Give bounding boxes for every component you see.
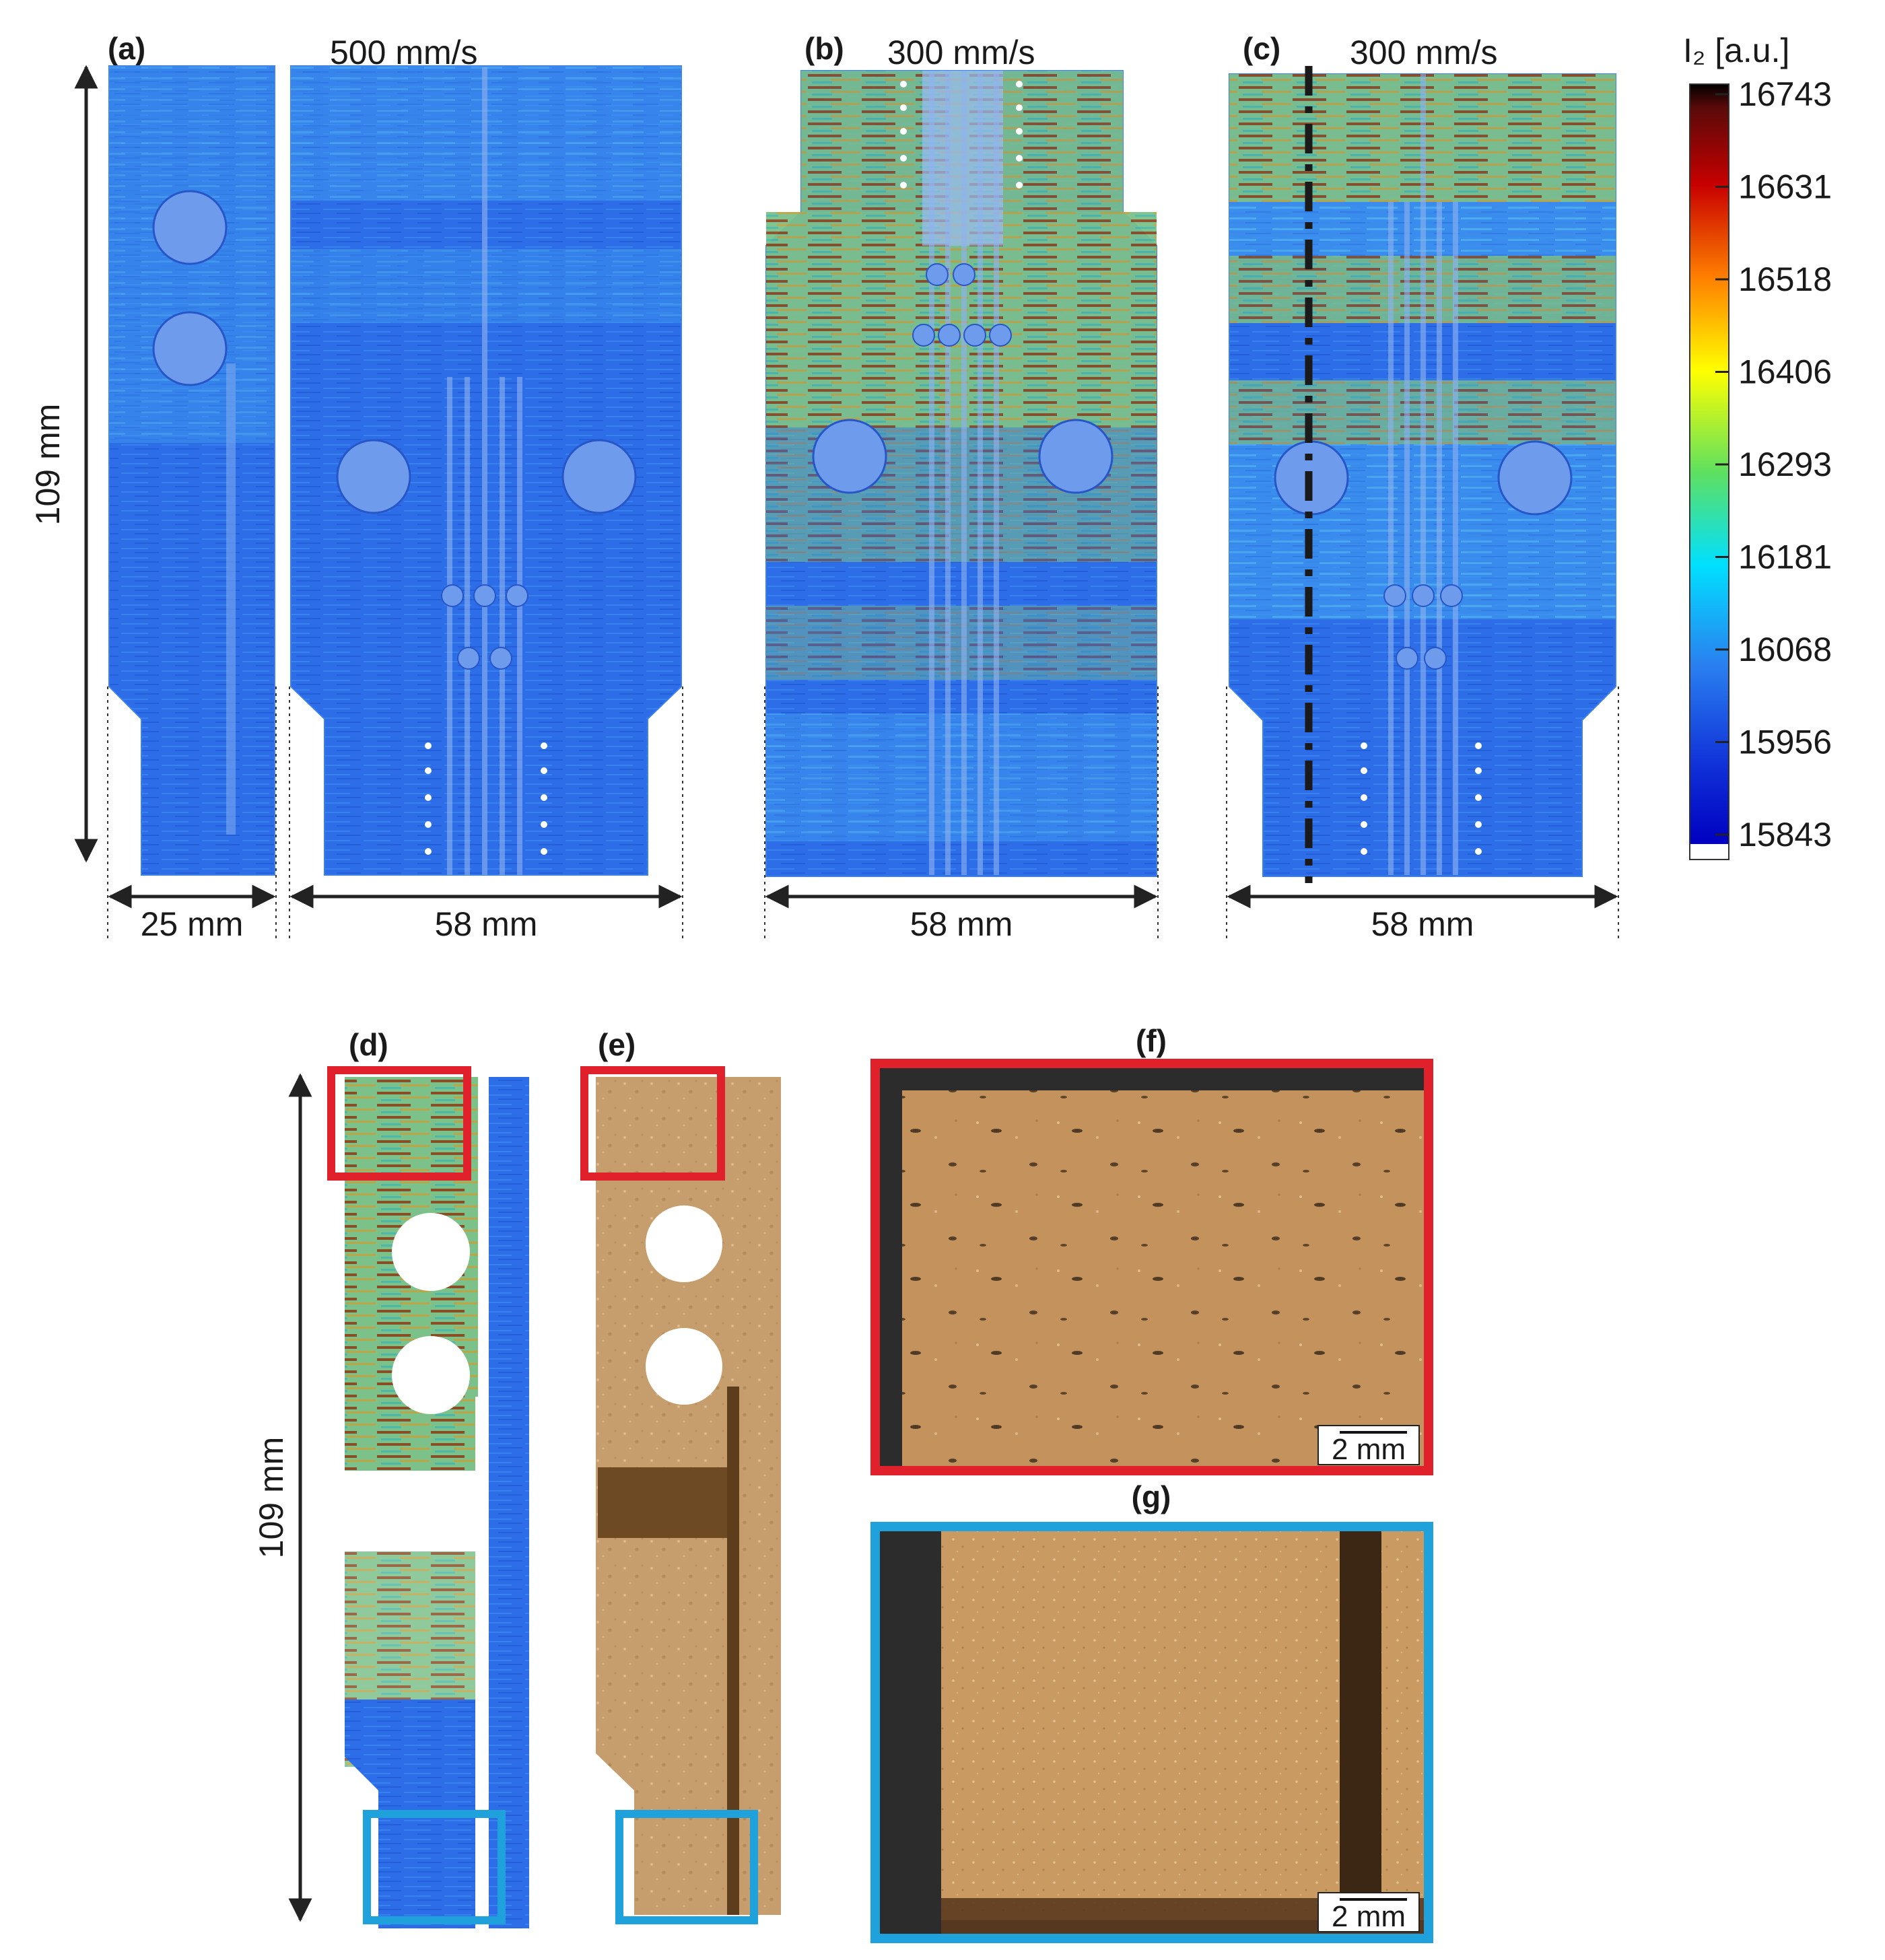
dim-a-small: 25 mm: [141, 905, 244, 943]
hole-a4: [561, 439, 637, 514]
dim-a-large: 58 mm: [435, 905, 538, 943]
highlight-frame-g: [870, 1522, 1433, 1943]
dots-c: [1361, 742, 1482, 855]
panel-a: (a) 500 mm/s 109 mm: [29, 31, 683, 943]
small-holes-b: [912, 263, 1012, 347]
panel-e-label: (e): [598, 1027, 636, 1062]
channels-a: [447, 67, 522, 875]
hole-a2: [152, 311, 228, 386]
colorbar-tick-label: 16406: [1738, 353, 1832, 391]
hole-a3: [336, 439, 411, 514]
dim-height-top: 109 mm: [29, 404, 67, 526]
hole-d1: [392, 1213, 470, 1291]
panel-d: (d) 109 mm: [252, 1027, 529, 1928]
hole-e2: [646, 1328, 722, 1405]
colorbar-ticks: 16743 16631 16518 16406 16293 16181 16068 15956…: [1715, 75, 1832, 853]
groove-e: [727, 1387, 739, 1915]
panel-c-speed: 300 mm/s: [1350, 34, 1498, 71]
panel-g: (g) 2 mm: [870, 1479, 1433, 1943]
dim-c: 58 mm: [1371, 905, 1474, 943]
panel-b: (b) 300 mm/s 58 mm: [764, 31, 1159, 943]
small-holes-a: [441, 584, 528, 670]
panel-b-speed: 300 mm/s: [887, 34, 1035, 71]
panel-f: (f) 2 mm: [870, 1023, 1433, 1475]
panel-e: (e): [580, 1027, 781, 1924]
colorbar-tick-label: 16293: [1738, 446, 1832, 483]
colorbar-title: I₂ [a.u.]: [1683, 32, 1789, 69]
hole-b2: [1038, 419, 1113, 494]
highlight-box-d-bottom: [363, 1810, 506, 1924]
colorbar-tick-label: 15956: [1738, 724, 1832, 761]
dim-b: 58 mm: [910, 905, 1013, 943]
hole-c2: [1497, 440, 1573, 516]
colorbar-tick-label: 16631: [1738, 168, 1832, 206]
dots-a: [425, 742, 547, 855]
colorbar-tick-label: 16181: [1738, 538, 1832, 576]
colorbar-tick-label: 15843: [1738, 816, 1832, 853]
panel-a-label: (a): [108, 31, 145, 66]
dim-height-bottom: 109 mm: [252, 1437, 290, 1559]
colorbar-tick-label: 16068: [1738, 631, 1832, 668]
channels-c: [1388, 74, 1458, 875]
small-holes-c: [1383, 584, 1463, 670]
scalebar-g-label: 2 mm: [1332, 1900, 1406, 1933]
dots-b: [900, 81, 1023, 188]
highlight-box-d-top: [327, 1066, 471, 1181]
colorbar-gradient: [1689, 83, 1729, 860]
colorbar: I₂ [a.u.] 16743 16631 16518 16406 16293 16181…: [1683, 32, 1832, 860]
panel-g-label: (g): [1132, 1479, 1171, 1514]
micrograph-f: [902, 1090, 1429, 1471]
slot-d: [475, 1397, 486, 1928]
groove-g: [1340, 1527, 1381, 1938]
panel-a-speed: 500 mm/s: [330, 34, 478, 71]
hole-b1: [812, 419, 887, 494]
colorbar-tick-label: 16518: [1738, 260, 1832, 298]
hole-e1: [646, 1205, 722, 1282]
panel-b-label: (b): [804, 31, 844, 66]
scalebar-f-label: 2 mm: [1332, 1433, 1406, 1466]
slot-a: [226, 363, 236, 835]
highlight-box-e-top: [580, 1066, 725, 1181]
colorbar-tick-label: 16743: [1738, 75, 1832, 113]
highlight-frame-f: [870, 1059, 1433, 1475]
panel-c-label: (c): [1243, 31, 1280, 66]
hole-d2: [392, 1336, 470, 1414]
highlight-box-e-bottom: [615, 1810, 758, 1924]
channels-b: [929, 71, 999, 875]
part-d-right-strip: [489, 1077, 529, 1928]
panel-d-label: (d): [349, 1027, 388, 1062]
cut-e: [598, 1467, 727, 1538]
hole-a1: [152, 190, 228, 265]
panel-c: (c) 300 mm/s 58 mm: [1226, 31, 1619, 943]
panel-f-label: (f): [1136, 1023, 1167, 1058]
